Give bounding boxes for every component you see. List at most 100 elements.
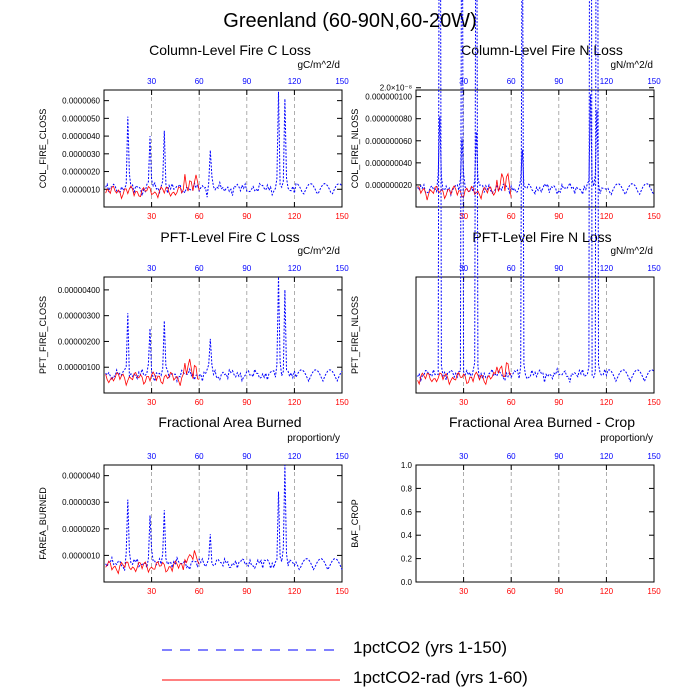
x-tick-label-bottom: 150: [335, 398, 349, 407]
y-tick-label: 0.00000400: [58, 286, 101, 295]
y-tick-label: 0.0000030: [62, 150, 100, 159]
y-tick-label: 0.0000040: [62, 132, 100, 141]
x-tick-label-top: 120: [288, 452, 302, 461]
plot-frame: [103, 276, 343, 394]
units-label: proportion/y: [600, 433, 653, 444]
x-tick-label-bottom: 30: [147, 587, 156, 596]
y-tick-label: 0.2: [401, 555, 413, 564]
x-tick-label-bottom: 60: [507, 587, 516, 596]
y-tick-label: 0.00000100: [58, 363, 101, 372]
x-tick-label-bottom: 90: [242, 398, 251, 407]
y-tick-label: 0.00000200: [58, 337, 101, 346]
x-tick-label-bottom: 150: [335, 587, 349, 596]
y-tick-label: 0.0000010: [62, 185, 100, 194]
x-tick-label-bottom: 120: [600, 212, 614, 221]
x-tick-label-top: 30: [459, 264, 468, 273]
x-tick-label-bottom: 90: [242, 212, 251, 221]
x-tick-label-top: 60: [507, 264, 516, 273]
units-label: gN/m^2/d: [610, 60, 654, 71]
y-tick-label: 0.000000080: [365, 115, 412, 124]
y-tick-label: 0.000000040: [365, 159, 412, 168]
panel-title-pft-fire-closs: PFT-Level Fire C Loss: [160, 229, 300, 245]
page-title: Greenland (60-90N,60-20W): [223, 10, 477, 32]
panel-title-baf-crop: Fractional Area Burned - Crop: [449, 414, 635, 430]
x-tick-label-top: 120: [600, 77, 614, 86]
x-tick-label-bottom: 120: [288, 587, 302, 596]
panel-title-col-fire-closs: Column-Level Fire C Loss: [149, 42, 311, 58]
plot-frame: [103, 464, 343, 583]
series-line-1pctco2-rad: [105, 174, 200, 200]
x-tick-label-top: 90: [554, 77, 563, 86]
series-line-1pctco2-rad: [105, 550, 200, 575]
x-tick-label-top: 60: [507, 77, 516, 86]
series-line-1pctco2-rad: [105, 358, 200, 387]
x-tick-label-top: 120: [600, 452, 614, 461]
series-line-1pctco2: [105, 276, 343, 384]
plot-frame: [415, 464, 655, 583]
y-tick-label: 0.6: [401, 508, 413, 517]
y-tick-label: 0.0000020: [62, 525, 100, 534]
y-tick-label: 0.000000060: [365, 137, 412, 146]
series-line-1pctco2: [417, 94, 655, 198]
x-tick-label-top: 30: [147, 452, 156, 461]
x-tick-label-top: 150: [647, 452, 661, 461]
plot-frame: [103, 89, 343, 208]
x-tick-label-bottom: 120: [288, 212, 302, 221]
x-tick-label-top: 60: [507, 452, 516, 461]
x-tick-label-top: 150: [647, 264, 661, 273]
x-tick-label-bottom: 60: [507, 212, 516, 221]
y-axis-label: PFT_FIRE_CLOSS: [38, 296, 48, 374]
x-tick-label-bottom: 120: [600, 587, 614, 596]
x-tick-label-bottom: 60: [195, 587, 204, 596]
y-tick-label: 0.000000100: [365, 93, 412, 102]
x-tick-label-top: 120: [288, 264, 302, 273]
x-tick-label-top: 90: [242, 452, 251, 461]
x-tick-label-top: 90: [242, 77, 251, 86]
series-line-1pctco2-rad: [417, 172, 512, 201]
x-tick-label-bottom: 60: [195, 398, 204, 407]
y-tick-label: 0.0000040: [62, 472, 100, 481]
y-tick-label: 0.000000020: [365, 181, 412, 190]
panel-title-col-fire-nloss: Column-Level Fire N Loss: [461, 42, 623, 58]
x-tick-label-top: 90: [554, 264, 563, 273]
series-line-1pctco2: [105, 91, 343, 198]
panel-title-farea-burned: Fractional Area Burned: [158, 414, 302, 430]
x-tick-label-bottom: 150: [647, 212, 661, 221]
x-tick-label-bottom: 90: [554, 212, 563, 221]
x-tick-label-top: 30: [147, 264, 156, 273]
x-tick-label-bottom: 150: [647, 398, 661, 407]
x-tick-label-bottom: 90: [554, 398, 563, 407]
y-tick-label: 0.0000010: [62, 551, 100, 560]
y-axis-label: PFT_FIRE_NLOSS: [350, 296, 360, 374]
x-tick-label-top: 120: [288, 77, 302, 86]
series-line-1pctco2-rad: [417, 362, 512, 386]
plot-frame: [415, 89, 655, 208]
x-tick-label-bottom: 30: [147, 212, 156, 221]
x-tick-label-top: 150: [335, 77, 349, 86]
y-tick-label: 0.0000020: [62, 168, 100, 177]
x-tick-label-top: 150: [335, 264, 349, 273]
x-tick-label-bottom: 120: [288, 398, 302, 407]
plot-frame: [415, 276, 655, 394]
x-tick-label-top: 90: [554, 452, 563, 461]
y-tick-label: 0.00000300: [58, 312, 101, 321]
x-tick-label-bottom: 60: [195, 212, 204, 221]
x-tick-label-top: 60: [195, 452, 204, 461]
x-tick-label-top: 90: [242, 264, 251, 273]
x-tick-label-top: 150: [335, 452, 349, 461]
units-label: gC/m^2/d: [297, 246, 341, 257]
y-tick-label: 0.0: [401, 578, 413, 587]
units-label: gN/m^2/d: [610, 246, 654, 257]
x-tick-label-bottom: 60: [507, 398, 516, 407]
y-axis-label: COL_FIRE_CLOSS: [38, 109, 48, 189]
x-tick-label-top: 60: [195, 264, 204, 273]
x-tick-label-top: 150: [647, 77, 661, 86]
x-tick-label-top: 30: [147, 77, 156, 86]
y-tick-label: 0.0000060: [62, 97, 100, 106]
y-tick-label: 0.8: [401, 484, 413, 493]
x-tick-label-bottom: 120: [600, 398, 614, 407]
y-tick-label: 0.0000030: [62, 498, 100, 507]
x-tick-label-top: 60: [195, 77, 204, 86]
y-axis-label: BAF_CROP: [350, 499, 360, 548]
x-tick-label-bottom: 150: [335, 212, 349, 221]
